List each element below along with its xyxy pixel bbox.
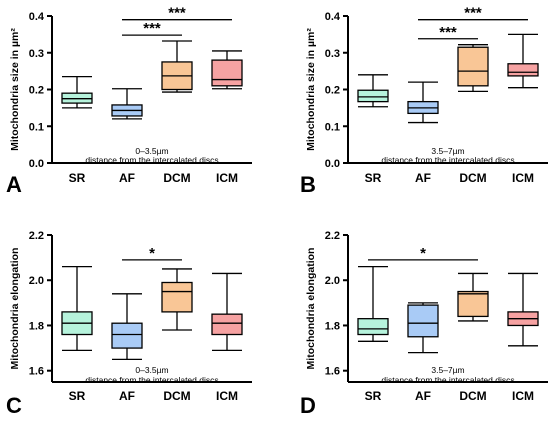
significance-label: ***	[464, 5, 482, 22]
y-tick-label: 1.6	[29, 366, 44, 378]
category-label: SR	[69, 389, 86, 403]
box-af	[111, 293, 143, 361]
significance-label: ***	[168, 5, 186, 22]
category-label: ICM	[216, 389, 238, 403]
box-dcm	[457, 44, 489, 92]
y-tick-label: 2.2	[29, 230, 44, 242]
y-axis-title: Mitochondria size in µm²	[9, 28, 21, 151]
panel-a: 0.0 0.1 0.2 0.3 0.4 Mitochondria size in µm² S…	[6, 5, 252, 197]
panel-c: 1.6 1.8 2.0 2.2 Mitochondria elongation SR AF D…	[6, 230, 252, 418]
box-dcm	[161, 40, 193, 93]
category-label: DCM	[459, 389, 486, 403]
category-label: ICM	[216, 171, 238, 185]
panel-letter: B	[300, 172, 316, 197]
y-tick-label: 0.4	[29, 11, 45, 23]
iqr-box	[211, 313, 243, 336]
category-label: DCM	[163, 389, 190, 403]
caption-distance: distance from the intercalated discs	[85, 375, 218, 385]
y-axis-title: Mitochondria elongation	[305, 248, 317, 370]
box-icm	[211, 272, 243, 351]
panel-letter: C	[6, 393, 22, 418]
y-tick-label: 1.6	[325, 366, 340, 378]
y-tick-label: 2.2	[325, 230, 340, 242]
box-sr	[61, 75, 93, 109]
box-icm	[507, 272, 539, 347]
y-tick-label: 2.0	[29, 275, 44, 287]
y-tick-label: 0.2	[29, 85, 44, 97]
iqr-box	[211, 59, 243, 87]
iqr-box	[407, 304, 439, 338]
panel-d: 1.6 1.8 2.0 2.2 Mitochondria elongation SR AF D…	[300, 230, 548, 418]
iqr-box	[457, 290, 489, 318]
iqr-box	[507, 63, 539, 77]
y-tick-label: 0.0	[29, 158, 44, 170]
category-label: ICM	[512, 389, 534, 403]
iqr-box	[357, 318, 389, 336]
significance-label: ***	[143, 20, 161, 37]
y-tick-label: 2.0	[325, 275, 340, 287]
iqr-box	[357, 89, 389, 103]
y-tick-label: 0.1	[325, 121, 340, 133]
box-af	[407, 81, 439, 124]
caption-distance: distance from the intercalated discs	[85, 155, 218, 165]
caption-range: 0–3.5µm	[135, 146, 168, 156]
y-axis-title: Mitochondria elongation	[9, 248, 21, 370]
caption-distance: distance from the intercalated discs	[381, 375, 514, 385]
category-label: SR	[69, 171, 86, 185]
y-tick-label: 1.8	[29, 320, 44, 332]
caption-range: 3.5–7µm	[431, 365, 464, 375]
y-tick-label: 1.8	[325, 320, 340, 332]
y-tick-label: 0.1	[29, 121, 44, 133]
y-tick-label: 0.3	[29, 48, 44, 60]
box-af	[111, 88, 143, 120]
category-label: AF	[119, 389, 135, 403]
category-label: AF	[119, 171, 135, 185]
box-af	[407, 302, 439, 354]
caption-range: 0–3.5µm	[135, 365, 168, 375]
box-dcm	[457, 272, 489, 322]
category-label: ICM	[512, 171, 534, 185]
y-axis-title: Mitochondria size in µm²	[305, 28, 317, 151]
category-label: SR	[365, 389, 382, 403]
category-label: DCM	[163, 171, 190, 185]
panel-b: 0.0 0.1 0.2 0.3 0.4 Mitochondria size in µm² S…	[300, 5, 548, 197]
y-tick-label: 0.3	[325, 48, 340, 60]
iqr-box	[457, 46, 489, 87]
box-sr	[357, 74, 389, 108]
box-icm	[211, 50, 243, 90]
panel-letter: A	[6, 172, 22, 197]
caption-distance: distance from the intercalated discs	[381, 155, 514, 165]
category-label: AF	[415, 171, 431, 185]
iqr-box	[161, 281, 193, 313]
y-tick-label: 0.0	[325, 158, 340, 170]
box-icm	[507, 33, 539, 89]
significance-label: *	[149, 245, 155, 262]
category-label: SR	[365, 171, 382, 185]
caption-range: 3.5–7µm	[431, 146, 464, 156]
y-tick-label: 0.4	[325, 11, 341, 23]
box-sr	[61, 266, 93, 351]
box-sr	[357, 266, 389, 342]
box-dcm	[161, 268, 193, 331]
significance-label: *	[420, 245, 426, 262]
category-label: AF	[415, 389, 431, 403]
category-label: DCM	[459, 171, 486, 185]
y-tick-label: 0.2	[325, 85, 340, 97]
iqr-box	[111, 322, 143, 349]
panel-letter: D	[300, 393, 316, 418]
significance-label: ***	[439, 24, 457, 41]
